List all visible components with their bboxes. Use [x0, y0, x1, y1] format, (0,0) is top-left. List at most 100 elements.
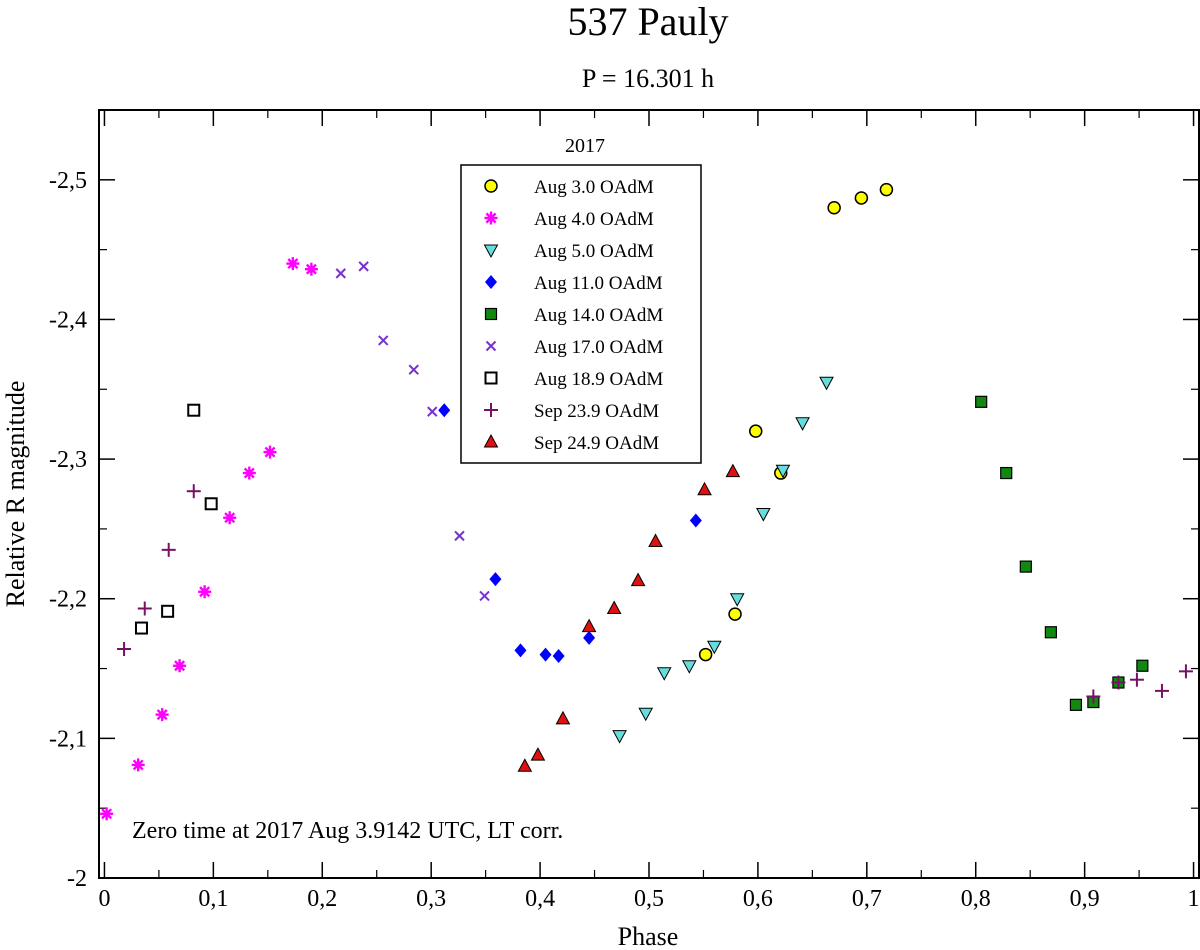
- legend-label: Sep 24.9 OAdM: [534, 433, 659, 454]
- data-point: [854, 191, 869, 205]
- x-tick-label: 0: [98, 886, 110, 912]
- data-point: [131, 758, 145, 772]
- series-3: [438, 403, 702, 663]
- data-point: [242, 466, 256, 480]
- data-point: [725, 463, 741, 478]
- data-point: [1136, 659, 1149, 672]
- data-points-layer: [100, 182, 1193, 821]
- legend-label: Aug 18.9 OAdM: [534, 369, 663, 390]
- legend-marker: [485, 340, 497, 352]
- legend-marker: [484, 371, 498, 385]
- data-point: [489, 572, 502, 587]
- axes-layer: 0 0,1 0,2 0,3 0,4 0,5 0,6 0,7 0,8 0,9 1 -2 -2,1 -2,2 -…: [49, 109, 1200, 912]
- legend-title: 2017: [565, 135, 605, 157]
- data-point: [1069, 698, 1083, 711]
- data-point: [975, 395, 988, 408]
- x-tick-label: 0,7: [852, 886, 882, 912]
- data-point: [335, 268, 346, 279]
- data-point: [198, 585, 212, 599]
- data-point: [427, 406, 438, 417]
- legend-marker: [484, 211, 498, 225]
- x-tick-label: 0,3: [416, 886, 446, 912]
- data-point: [530, 747, 546, 761]
- legend-items: Aug 3.0 OAdM Aug 4.0 OAdM Aug 5.0 OAdM Aug …: [483, 177, 663, 454]
- x-tick-label: 0,6: [743, 886, 773, 912]
- data-point: [223, 511, 237, 525]
- legend-label: Aug 17.0 OAdM: [534, 337, 663, 358]
- asterisk-stroke: [101, 808, 113, 820]
- asterisk-stroke: [156, 709, 168, 721]
- asterisk-stroke: [264, 446, 276, 458]
- data-point: [161, 604, 175, 618]
- data-point: [756, 508, 771, 522]
- series-7: [117, 484, 1193, 704]
- data-point: [304, 262, 318, 276]
- series-2: [612, 376, 834, 744]
- asterisk-stroke: [174, 660, 186, 672]
- data-point: [286, 257, 300, 271]
- y-axis-label: Relative R magnitude: [1, 381, 30, 608]
- x-stroke-b: [479, 590, 490, 602]
- x-tick-label: 1: [1188, 886, 1200, 912]
- data-point: [358, 261, 369, 272]
- asterisk-stroke: [485, 212, 497, 224]
- asterisk-stroke: [287, 258, 299, 270]
- chart-title: 537 Pauly: [567, 0, 728, 44]
- legend-label: Aug 11.0 OAdM: [534, 273, 663, 294]
- data-point: [729, 593, 745, 607]
- asterisk-stroke: [132, 759, 144, 771]
- x-stroke-b: [335, 268, 346, 279]
- y-tick-label: -2,2: [49, 587, 87, 613]
- asterisk-stroke: [224, 512, 236, 524]
- legend-marker: [484, 403, 498, 417]
- data-point: [819, 376, 834, 391]
- x-tick-label: 0,9: [1070, 886, 1100, 912]
- y-tick-label: -2,5: [49, 168, 87, 194]
- data-point: [187, 403, 201, 417]
- x-tick-label: 0,4: [525, 886, 555, 912]
- data-point: [204, 497, 218, 511]
- data-point: [454, 530, 465, 542]
- data-point: [263, 445, 277, 459]
- x-stroke-b: [358, 261, 369, 272]
- data-point: [612, 730, 627, 744]
- asterisk-stroke: [305, 263, 317, 275]
- legend-marker: [483, 244, 499, 259]
- x-stroke-b: [427, 406, 438, 417]
- data-point: [514, 643, 527, 658]
- x-tick-label: 0,5: [634, 886, 664, 912]
- data-point: [100, 807, 114, 821]
- data-point: [795, 417, 810, 431]
- legend-marker: [483, 433, 499, 448]
- y-tick-label: -2,4: [49, 307, 87, 333]
- data-point: [155, 708, 169, 722]
- data-point: [1129, 672, 1144, 687]
- plot-frame: [98, 109, 1200, 879]
- x-stroke-b: [378, 335, 389, 346]
- data-point: [186, 484, 201, 499]
- data-point: [630, 572, 646, 587]
- legend-marker: [484, 307, 498, 321]
- data-point: [606, 600, 622, 615]
- data-point: [438, 403, 451, 418]
- series-5: [335, 261, 490, 602]
- legend-marker: [485, 275, 497, 289]
- data-point: [581, 618, 597, 633]
- asterisk-stroke: [199, 586, 211, 598]
- data-point: [748, 424, 763, 438]
- data-point: [378, 335, 389, 346]
- data-point: [827, 200, 841, 215]
- data-point: [552, 648, 565, 663]
- data-point: [1111, 675, 1126, 690]
- data-point: [656, 667, 672, 681]
- chart-subtitle: P = 16.301 h: [582, 64, 714, 93]
- data-point: [137, 601, 152, 616]
- data-point: [1000, 466, 1013, 480]
- data-point: [1178, 664, 1193, 679]
- y-tick-label: -2: [67, 866, 87, 892]
- series-4: [975, 395, 1149, 711]
- data-point: [681, 660, 697, 674]
- data-point: [697, 481, 712, 496]
- data-point: [517, 758, 533, 772]
- x-axis-label: Phase: [618, 922, 679, 950]
